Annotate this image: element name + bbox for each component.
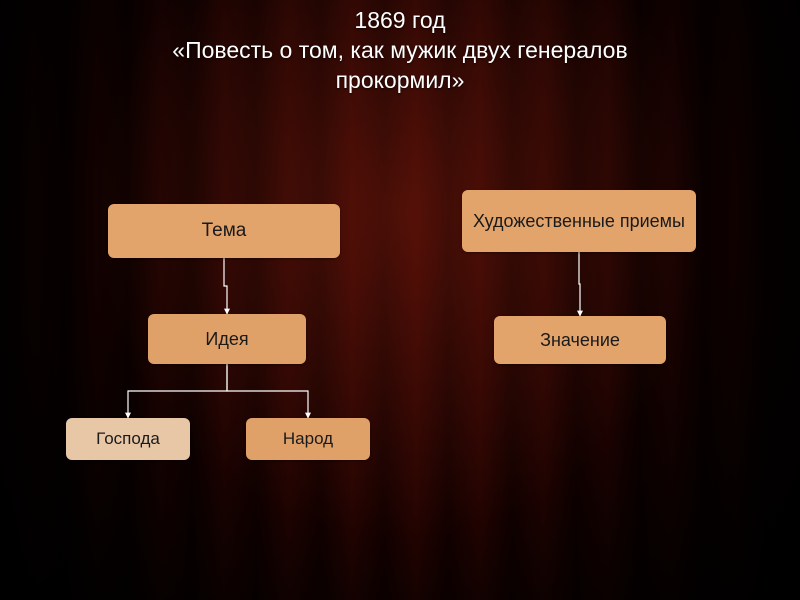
title-line: прокормил» bbox=[0, 66, 800, 96]
node-ideya: Идея bbox=[148, 314, 306, 364]
node-tema: Тема bbox=[108, 204, 340, 258]
slide-title: 1869 год «Повесть о том, как мужик двух … bbox=[0, 0, 800, 96]
node-gospoda: Господа bbox=[66, 418, 190, 460]
title-line: «Повесть о том, как мужик двух генералов bbox=[0, 36, 800, 66]
title-line: 1869 год bbox=[0, 6, 800, 36]
node-narod: Народ bbox=[246, 418, 370, 460]
node-znachenie: Значение bbox=[494, 316, 666, 364]
node-priemy: Художественные приемы bbox=[462, 190, 696, 252]
